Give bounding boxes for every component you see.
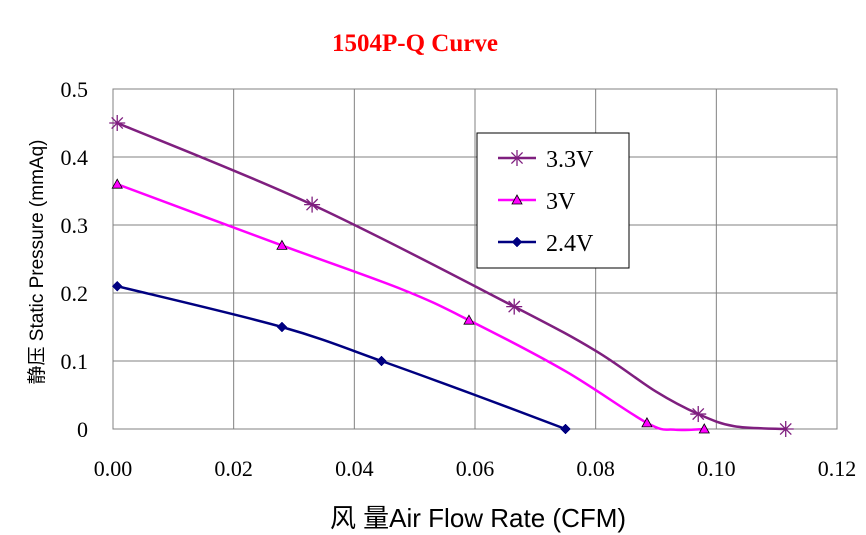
series-line-3v xyxy=(116,183,705,432)
legend-item-3v: 3V xyxy=(498,189,576,215)
data-point-3_3v xyxy=(304,196,321,213)
x-tick-label: 0.12 xyxy=(818,456,857,481)
data-point-3_3v xyxy=(690,406,707,423)
legend-item-3_3v: 3.3V xyxy=(498,147,594,173)
data-point-3_3v xyxy=(109,115,126,131)
data-point-2_4v xyxy=(560,423,571,435)
x-tick-label: 0.00 xyxy=(94,456,133,481)
data-point-3v xyxy=(463,314,475,325)
plot-series xyxy=(109,115,794,437)
legend-label: 2.4V xyxy=(546,231,594,257)
legend-label: 3.3V xyxy=(546,147,594,173)
series-line-2_4v xyxy=(116,284,566,431)
marker-stroke xyxy=(779,422,792,436)
series-3_3v xyxy=(109,115,794,437)
y-tick-label: 0.4 xyxy=(61,145,89,170)
data-point-3_3v xyxy=(506,298,523,315)
legend: 3.3V 3V 2.4V xyxy=(476,132,630,269)
series-line-3_3v xyxy=(116,121,786,431)
marker-stroke xyxy=(510,151,524,165)
legend-marker xyxy=(511,236,523,248)
data-point-3v xyxy=(276,239,288,250)
x-tick-label: 0.08 xyxy=(576,456,615,481)
data-point-2_4v xyxy=(276,321,288,333)
data-point-3v xyxy=(641,417,653,428)
series-2_4v xyxy=(111,280,571,435)
marker-stroke xyxy=(692,407,705,421)
y-tick-label: 0 xyxy=(77,417,88,442)
data-point-2_4v xyxy=(376,355,387,367)
y-tick-labels: 0 0.1 0.2 0.3 0.4 0.5 xyxy=(61,77,89,442)
x-tick-label: 0.02 xyxy=(214,456,253,481)
y-tick-label: 0.2 xyxy=(61,281,89,306)
marker-stroke xyxy=(508,300,521,313)
data-point-2_4v xyxy=(111,280,123,292)
data-point-3v xyxy=(698,423,710,434)
x-tick-label: 0.06 xyxy=(456,456,495,481)
legend-marker xyxy=(511,194,523,205)
marker-stroke xyxy=(306,198,319,211)
legend-label: 3V xyxy=(546,189,576,215)
y-tick-label: 0.5 xyxy=(61,77,89,102)
x-tick-label: 0.04 xyxy=(335,456,374,481)
x-tick-labels: 0.00 0.02 0.04 0.06 0.08 0.10 0.12 xyxy=(94,456,857,481)
y-axis-label: 静压 Static Pressure (mmAq) xyxy=(26,140,48,385)
y-tick-label: 0.3 xyxy=(61,213,89,238)
data-point-3v xyxy=(111,178,123,189)
chart-title: 1504P-Q Curve xyxy=(332,30,498,57)
y-tick-label: 0.1 xyxy=(61,349,89,374)
series-3v xyxy=(111,178,710,434)
legend-marker xyxy=(509,150,525,166)
data-point-3_3v xyxy=(777,421,794,437)
x-axis-label: 风 量Air Flow Rate (CFM) xyxy=(330,503,626,533)
grid xyxy=(112,88,838,430)
legend-item-2_4v: 2.4V xyxy=(498,231,594,257)
marker-stroke xyxy=(111,116,124,130)
plot-frame xyxy=(112,88,838,430)
x-tick-label: 0.10 xyxy=(697,456,736,481)
